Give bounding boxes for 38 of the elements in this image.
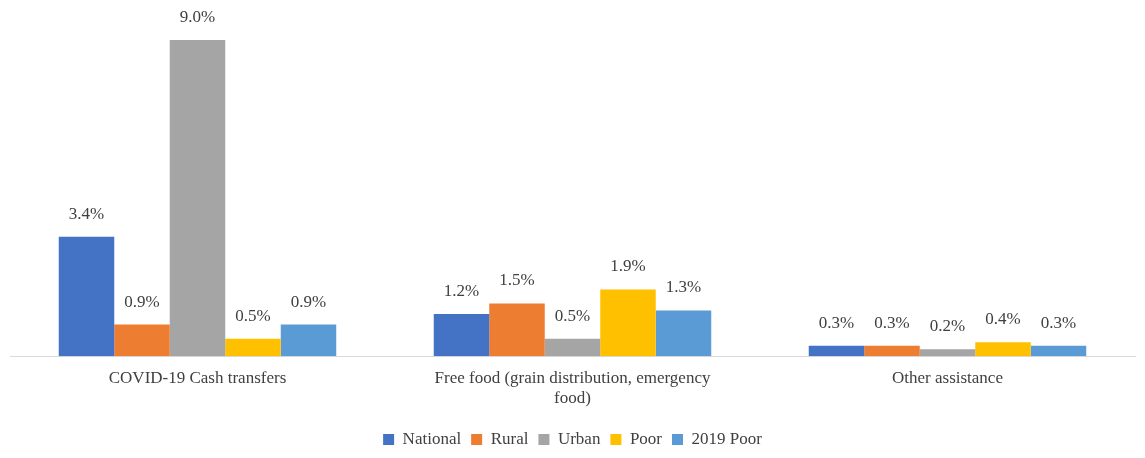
x-tick-label: COVID-19 Cash transfers (108, 367, 287, 387)
bar (225, 338, 281, 357)
legend-label: National (402, 428, 462, 448)
bar (600, 289, 656, 357)
data-label: 0.5% (554, 305, 591, 325)
bar (1030, 345, 1087, 357)
data-label: 0.3% (818, 312, 855, 332)
legend-label: 2019 Poor (691, 428, 763, 448)
data-label: 1.9% (610, 256, 646, 276)
bar (58, 236, 115, 357)
data-label: 0.5% (235, 305, 271, 325)
data-label: 0.9% (124, 291, 160, 311)
bar (114, 324, 170, 357)
data-label: 0.9% (290, 291, 327, 311)
x-tick-label: Other assistance (892, 367, 1003, 387)
data-label: 0.4% (985, 309, 1021, 329)
bar (919, 349, 976, 357)
data-label: 1.3% (665, 277, 702, 297)
data-label: 0.3% (874, 312, 910, 332)
bar (655, 310, 712, 357)
bar (975, 342, 1031, 357)
legend-label: Urban (557, 428, 601, 448)
bar (864, 345, 920, 357)
bar (169, 40, 226, 357)
legend-label: Poor (629, 428, 663, 448)
data-label: 3.4% (68, 203, 105, 223)
data-label: 9.0% (179, 6, 216, 26)
x-tick-label: Free food (grain distribution, emergency food) (434, 367, 711, 408)
bar (433, 314, 490, 357)
data-label: 1.2% (443, 281, 480, 301)
data-label: 1.5% (499, 270, 535, 290)
bar (489, 303, 545, 357)
bar (280, 324, 337, 357)
legend-label: Rural (490, 428, 529, 448)
data-label: 0.2% (929, 316, 966, 336)
data-label: 0.3% (1040, 312, 1077, 332)
bar (544, 338, 601, 357)
bar (808, 345, 865, 357)
